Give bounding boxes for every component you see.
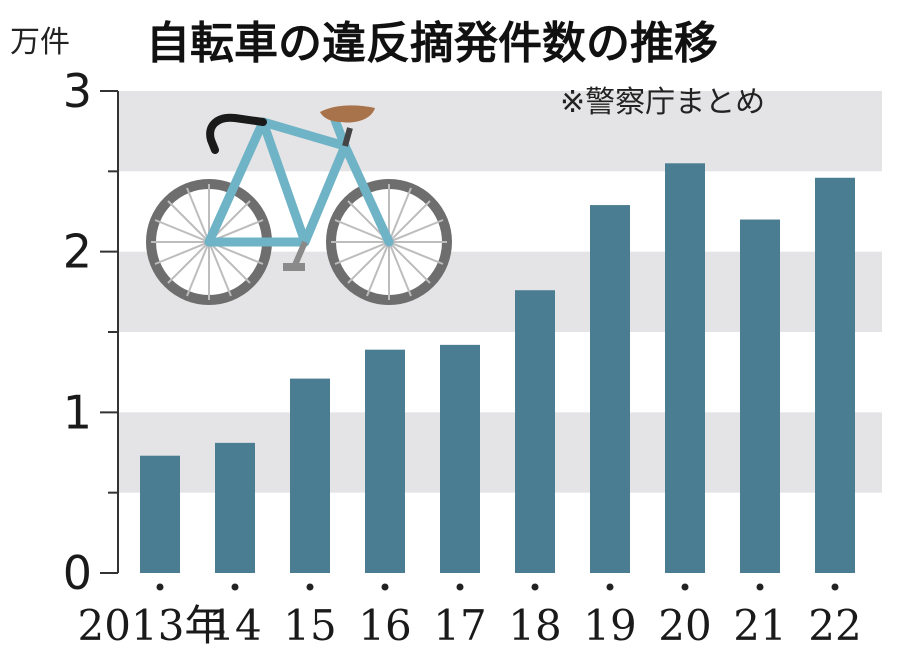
bar <box>140 455 180 573</box>
chart-title: 自転車の違反摘発件数の推移 <box>146 18 718 69</box>
bars <box>140 163 855 574</box>
x-tick-label: 20 <box>658 601 711 650</box>
x-tick-label: 18 <box>508 601 561 650</box>
x-tick-dot <box>231 583 239 591</box>
x-tick-dot <box>681 583 689 591</box>
bar <box>590 205 630 573</box>
x-tick-label: 19 <box>583 601 636 650</box>
y-tick-label: 1 <box>63 385 92 439</box>
x-tick-label: 22 <box>808 601 861 650</box>
y-tick-label: 0 <box>63 546 92 600</box>
unit-label: 万件 <box>10 25 70 60</box>
x-tick-dot <box>156 583 164 591</box>
y-ticks: 0 1 2 3 <box>63 64 118 600</box>
bar <box>515 290 555 573</box>
bar <box>290 378 330 573</box>
bicycle-icon <box>146 105 452 305</box>
x-tick-label: 16 <box>358 601 411 650</box>
x-tick-dot <box>831 583 839 591</box>
x-tick-dot <box>756 583 764 591</box>
x-tick-label: 21 <box>733 601 786 650</box>
bar <box>815 177 855 573</box>
y-tick-label: 3 <box>63 64 92 118</box>
x-tick-dot <box>606 583 614 591</box>
grid-band <box>118 91 882 172</box>
x-tick-label: 14 <box>208 601 261 650</box>
bar <box>365 349 405 573</box>
x-tick-dot <box>456 583 464 591</box>
x-tick-dot <box>381 583 389 591</box>
x-tick-dot <box>306 583 314 591</box>
source-note: ※警察庁まとめ <box>560 85 765 120</box>
x-tick-label: 17 <box>433 601 486 650</box>
x-tick-label: 15 <box>283 601 336 650</box>
x-tick-dot <box>531 583 539 591</box>
y-tick-label: 2 <box>63 225 92 279</box>
bar <box>740 219 780 574</box>
x-tick-label: 2013年 <box>78 601 227 650</box>
bar <box>215 442 255 573</box>
bar <box>440 344 480 573</box>
bar <box>665 163 705 574</box>
